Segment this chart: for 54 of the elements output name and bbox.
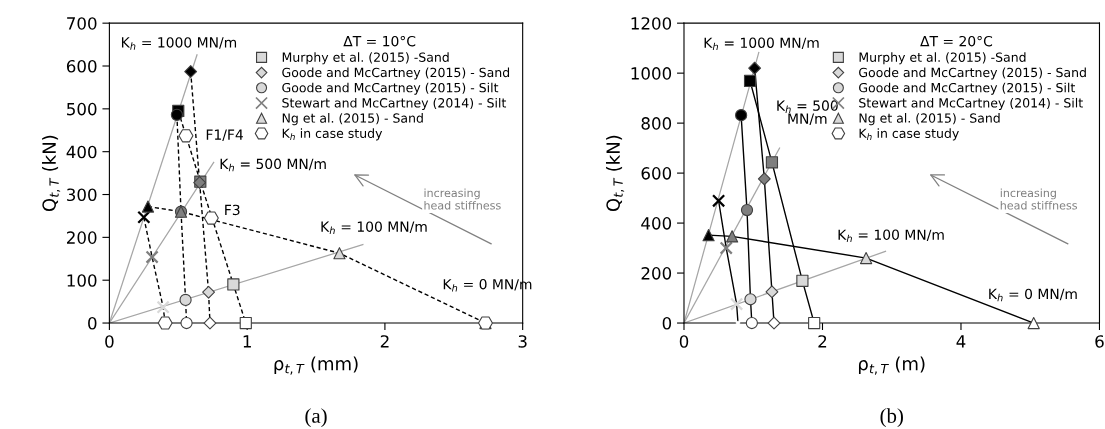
y-tick-label: 0 xyxy=(88,317,97,330)
y-tick-label: 1000 xyxy=(631,67,672,80)
annotation: K$_{h}$ = 100 MN/m xyxy=(321,221,427,234)
y-tick-label: 100 xyxy=(67,274,97,287)
y-tick-label: 0 xyxy=(662,317,672,330)
legend-label: Goode and McCartney (2015) - Sand xyxy=(859,67,1086,80)
legend-label: Stewart and McCartney (2014) - Silt xyxy=(859,97,1083,110)
x-tick-label: 0 xyxy=(679,335,689,348)
annotation: F1/F4 xyxy=(206,129,243,141)
annotation: F3 xyxy=(225,204,240,216)
annotation: increasing head stiffness xyxy=(424,188,501,210)
legend-label: Ng et al. (2015) - Sand xyxy=(859,113,1000,126)
text: (a) xyxy=(305,408,327,428)
y-tick-label: 200 xyxy=(67,231,97,244)
x-axis-title: ρ$_{t,T}$ (mm) xyxy=(274,356,358,375)
annotation: increasing head stiffness xyxy=(1000,188,1077,210)
y-tick-label: 300 xyxy=(67,188,97,202)
annotation: K$_{h}$ = 100 MN/m xyxy=(838,229,944,243)
legend-label: Goode and McCartney (2015) - Silt xyxy=(282,82,499,95)
x-tick-label: 2 xyxy=(818,335,827,348)
y-tick-label: 500 xyxy=(67,102,97,116)
legend-title: ΔT = 20°C xyxy=(920,35,993,47)
annotation: K$_{h}$ = 500 MN/m xyxy=(777,100,838,125)
legend-label: Murphy et al. (2015) -Sand xyxy=(282,52,449,65)
y-tick-label: 1200 xyxy=(631,17,672,30)
y-tick-label: 700 xyxy=(67,17,97,30)
x-tick-label: 6 xyxy=(1095,335,1104,348)
text: (b) xyxy=(880,408,903,428)
y-tick-label: 600 xyxy=(641,167,672,180)
x-tick-label: 2 xyxy=(380,335,389,348)
legend-label: Stewart and McCartney (2014) - Silt xyxy=(282,97,507,110)
legend-label: K$_{h}$ in case study xyxy=(859,128,959,141)
x-tick-label: 1 xyxy=(243,335,251,348)
y-tick-label: 400 xyxy=(66,145,97,159)
annotation: K$_{h}$ = 1000 MN/m xyxy=(704,37,819,51)
x-tick-label: 4 xyxy=(956,335,966,348)
annotation: K$_{h}$ = 0 MN/m xyxy=(989,288,1077,302)
x-tick-label: 0 xyxy=(105,335,114,348)
y-tick-label: 200 xyxy=(641,267,672,280)
x-tick-label: 3 xyxy=(518,335,527,348)
legend-label: Murphy et al. (2015) -Sand xyxy=(859,52,1026,65)
y-axis-title: Q$_{t,T}$ (kN) xyxy=(605,135,625,212)
annotation: K$_{h}$ = 1000 MN/m xyxy=(121,37,237,50)
y-axis-title: Q$_{t,T}$ (kN) xyxy=(41,135,61,212)
y-tick-label: 600 xyxy=(66,59,97,73)
legend-title: ΔT = 10°C xyxy=(343,35,416,47)
legend-label: Ng et al. (2015) - Sand xyxy=(282,113,423,126)
y-tick-label: 800 xyxy=(641,117,672,130)
legend-label: Goode and McCartney (2015) - Sand xyxy=(282,67,510,80)
legend-label: K$_{h}$ in case study xyxy=(282,128,383,141)
y-tick-label: 400 xyxy=(641,217,672,230)
x-axis-title: ρ$_{t,T}$ (m) xyxy=(858,356,925,375)
legend-label: Goode and McCartney (2015) - Silt xyxy=(859,82,1075,95)
annotation: K$_{h}$ = 500 MN/m xyxy=(220,158,326,172)
